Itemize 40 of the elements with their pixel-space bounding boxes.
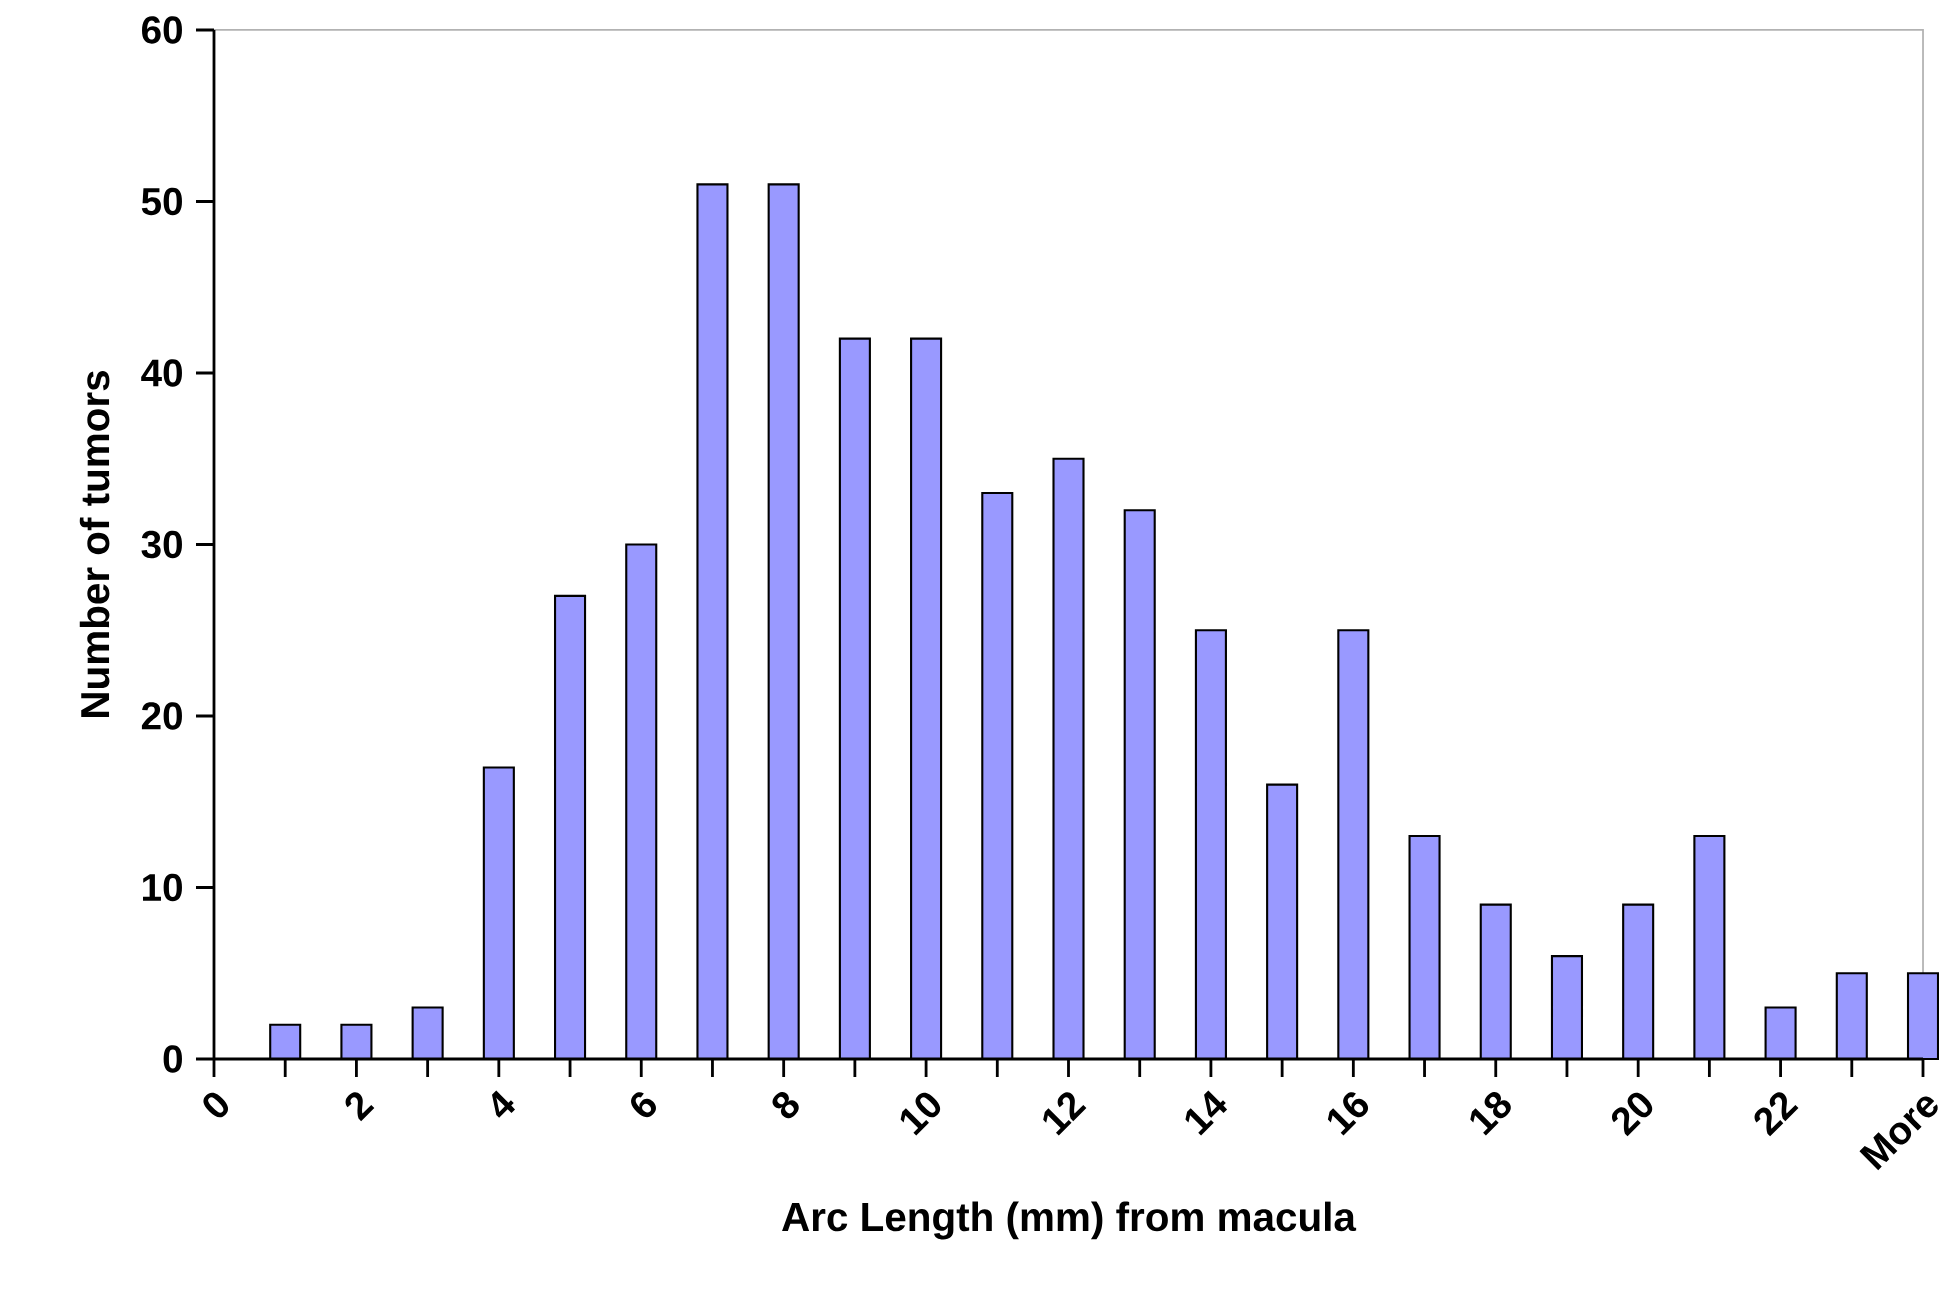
x-tick-label: 8 [772, 1091, 799, 1119]
bar [696, 183, 729, 1061]
bar [1266, 783, 1299, 1061]
x-tick-label: 6 [631, 1092, 656, 1118]
x-tick-label: 22 [1754, 1092, 1799, 1137]
x-tick-label: 10 [900, 1092, 941, 1136]
y-tick-label: 10 [143, 873, 182, 902]
bar [838, 337, 871, 1061]
y-axis-title: Number of tumors [79, 371, 110, 717]
bar [1693, 834, 1726, 1061]
bar [1194, 629, 1227, 1061]
bar [1123, 509, 1156, 1061]
bar [1622, 903, 1655, 1061]
x-tick-label: 2 [345, 1092, 375, 1122]
bar [1835, 972, 1868, 1061]
x-tick-label: 18 [1470, 1091, 1511, 1136]
bar [981, 491, 1014, 1061]
bar [482, 766, 515, 1061]
x-tick-label: 12 [1043, 1092, 1087, 1136]
bar [1550, 955, 1584, 1061]
y-tick-label: 0 [163, 1045, 182, 1073]
bar [910, 337, 943, 1061]
bar [625, 543, 658, 1061]
x-tick-label: 16 [1327, 1092, 1369, 1136]
x-tick-label: 14 [1185, 1090, 1228, 1136]
x-tick-label: 20 [1611, 1092, 1653, 1137]
y-tick-label: 60 [142, 16, 182, 44]
x-tick-label: 4 [492, 1090, 516, 1118]
x-axis-title: Arc Length (mm) from macula [782, 1201, 1357, 1240]
y-tick-label: 20 [141, 702, 182, 730]
x-tick-label: 0 [203, 1092, 229, 1118]
y-tick-label: 40 [141, 359, 182, 387]
y-tick-label: 50 [141, 187, 182, 216]
bar [553, 594, 587, 1061]
bar [1052, 457, 1085, 1061]
bar [1337, 629, 1370, 1061]
bar [767, 183, 800, 1061]
bar [1479, 903, 1512, 1061]
bar [1906, 972, 1939, 1061]
y-tick-label: 30 [141, 530, 182, 559]
